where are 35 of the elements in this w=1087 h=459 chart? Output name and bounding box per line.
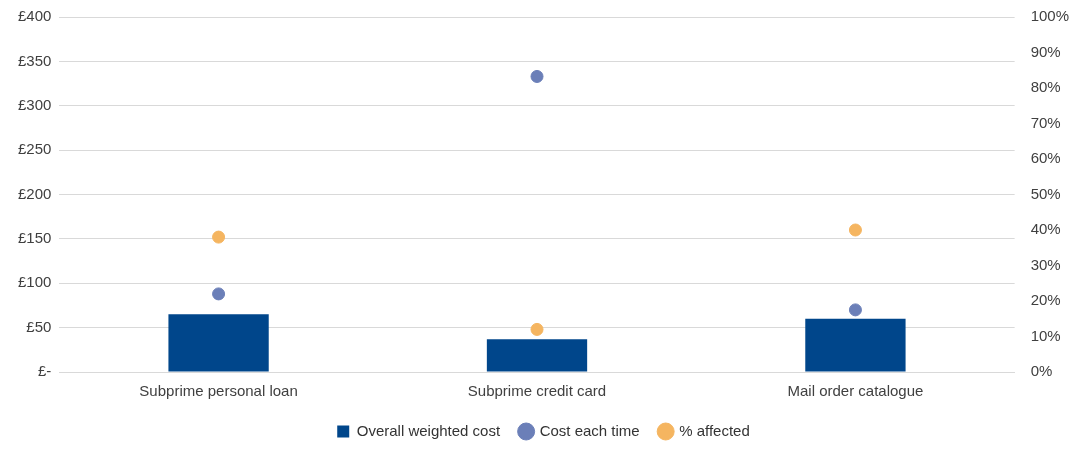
y2-tick-label: 10% <box>1030 326 1061 344</box>
y2-tick-label: 50% <box>1030 184 1061 202</box>
y2-tick-label: 30% <box>1030 255 1061 273</box>
legend-label: Cost each time <box>539 421 640 439</box>
y-tick-label: £300 <box>17 95 52 113</box>
x-tick-label: Subprime personal loan <box>139 382 298 400</box>
y-tick-label: £100 <box>17 273 52 291</box>
y2-tick-label: 40% <box>1030 220 1061 238</box>
y2-tick-label: 0% <box>1030 362 1053 380</box>
legend-label: Overall weighted cost <box>356 421 501 439</box>
y-tick-label: £250 <box>17 140 52 158</box>
x-tick-label: Mail order catalogue <box>787 382 924 400</box>
y2-tick-label: 80% <box>1030 78 1061 96</box>
y2-tick-label: 20% <box>1030 291 1061 309</box>
y2-tick-label: 60% <box>1030 149 1061 167</box>
y-tick-label: £- <box>38 362 52 380</box>
y-tick-label: £50 <box>26 317 52 335</box>
bar <box>486 339 588 372</box>
point <box>212 230 226 244</box>
y-tick-label: £350 <box>17 51 52 69</box>
y2-tick-label: 90% <box>1030 42 1061 60</box>
y2-tick-label: 70% <box>1030 113 1061 131</box>
point <box>848 223 862 237</box>
x-tick-label: Subprime credit card <box>467 382 607 400</box>
y-tick-label: £200 <box>17 184 52 202</box>
legend-label: % affected <box>679 421 750 439</box>
bar <box>805 318 906 372</box>
y-tick-label: £150 <box>17 229 52 247</box>
y-tick-label: £400 <box>17 7 52 25</box>
point <box>530 322 544 336</box>
point <box>212 287 226 301</box>
point <box>530 69 544 83</box>
bar <box>168 314 269 372</box>
y2-tick-label: 100% <box>1030 7 1070 25</box>
point <box>848 303 862 317</box>
